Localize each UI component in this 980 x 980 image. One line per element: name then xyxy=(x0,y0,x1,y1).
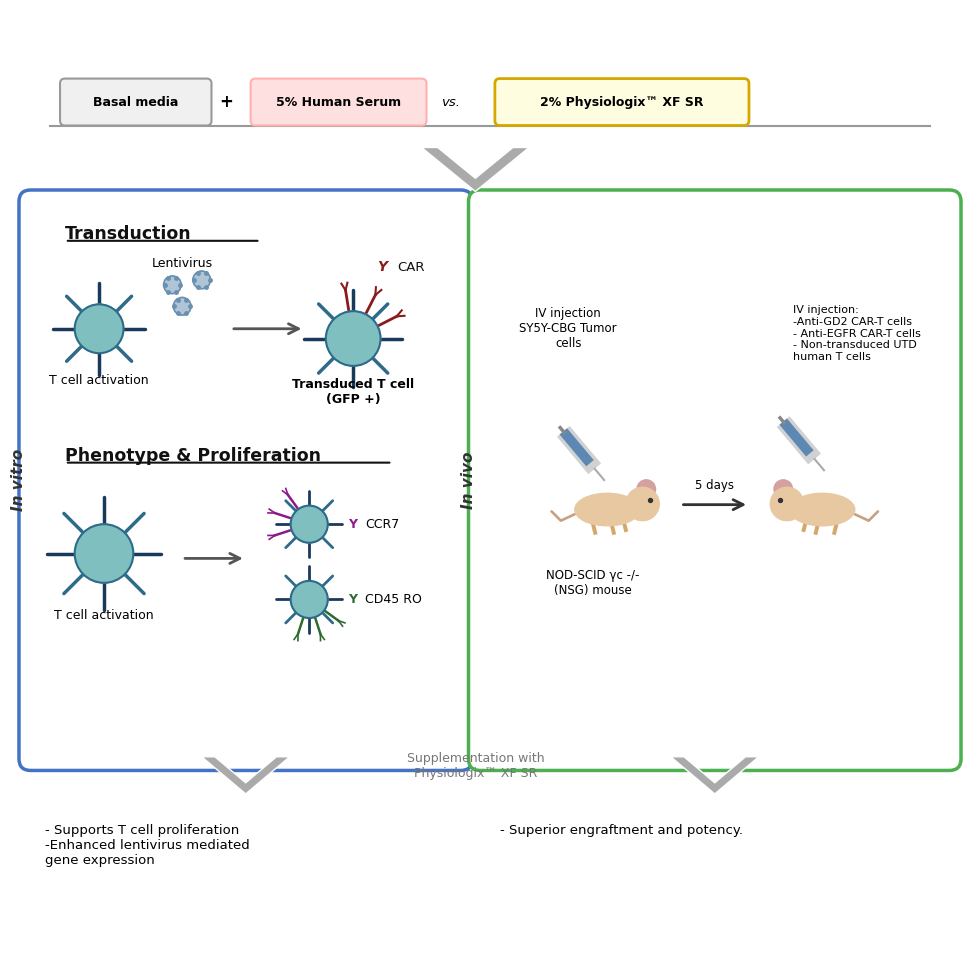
Circle shape xyxy=(637,480,656,499)
Text: In vivo: In vivo xyxy=(461,452,476,509)
Circle shape xyxy=(626,487,660,520)
Text: T cell activation: T cell activation xyxy=(54,609,154,621)
Text: Basal media: Basal media xyxy=(93,95,178,109)
Text: CAR: CAR xyxy=(397,261,424,273)
Text: vs.: vs. xyxy=(441,95,461,109)
FancyBboxPatch shape xyxy=(468,190,961,770)
Text: Phenotype & Proliferation: Phenotype & Proliferation xyxy=(65,447,320,465)
Text: Y: Y xyxy=(377,261,388,274)
Text: IV injection
SY5Y-CBG Tumor
cells: IV injection SY5Y-CBG Tumor cells xyxy=(519,308,617,350)
Ellipse shape xyxy=(790,493,855,526)
Text: IV injection:
-Anti-GD2 CAR-T cells
- Anti-EGFR CAR-T cells
- Non-transduced UTD: IV injection: -Anti-GD2 CAR-T cells - An… xyxy=(793,306,920,362)
Circle shape xyxy=(74,305,123,353)
FancyBboxPatch shape xyxy=(495,78,749,125)
Text: 5% Human Serum: 5% Human Serum xyxy=(276,95,401,109)
Text: 5 days: 5 days xyxy=(695,478,734,492)
Text: - Supports T cell proliferation
-Enhanced lentivirus mediated
gene expression: - Supports T cell proliferation -Enhance… xyxy=(45,824,250,867)
Text: +: + xyxy=(220,93,233,111)
Text: Transduced T cell
(GFP +): Transduced T cell (GFP +) xyxy=(292,378,415,407)
Text: In vitro: In vitro xyxy=(12,449,26,512)
Text: CD45 RO: CD45 RO xyxy=(365,593,421,606)
Circle shape xyxy=(193,271,211,289)
Text: 2% Physiologix™ XF SR: 2% Physiologix™ XF SR xyxy=(540,95,704,109)
Circle shape xyxy=(74,524,133,583)
Text: Y: Y xyxy=(348,593,358,606)
FancyBboxPatch shape xyxy=(19,190,472,770)
Text: Transduction: Transduction xyxy=(65,225,191,243)
Text: Lentivirus: Lentivirus xyxy=(152,257,213,270)
Text: - Superior engraftment and potency.: - Superior engraftment and potency. xyxy=(500,824,743,837)
Text: T cell activation: T cell activation xyxy=(49,374,149,387)
Text: CCR7: CCR7 xyxy=(365,517,399,531)
Polygon shape xyxy=(202,757,290,794)
Circle shape xyxy=(164,276,181,294)
Circle shape xyxy=(291,581,327,618)
Text: Supplementation with
Physiologix™ XF SR: Supplementation with Physiologix™ XF SR xyxy=(407,752,544,779)
Polygon shape xyxy=(421,147,529,191)
Text: Y: Y xyxy=(348,517,358,531)
Circle shape xyxy=(291,506,327,543)
Ellipse shape xyxy=(575,493,640,526)
FancyBboxPatch shape xyxy=(251,78,426,125)
Circle shape xyxy=(325,312,380,366)
Circle shape xyxy=(770,487,804,520)
FancyBboxPatch shape xyxy=(60,78,212,125)
Circle shape xyxy=(173,298,191,316)
Polygon shape xyxy=(670,757,759,794)
Circle shape xyxy=(774,480,793,499)
Text: NOD-SCID γc -/-
(NSG) mouse: NOD-SCID γc -/- (NSG) mouse xyxy=(546,568,639,597)
